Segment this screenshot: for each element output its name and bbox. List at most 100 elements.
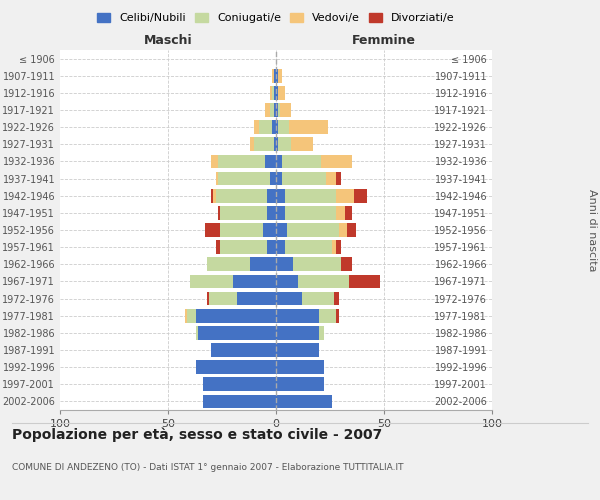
Bar	[276, 258, 293, 271]
Bar	[276, 309, 319, 322]
Bar	[289, 120, 328, 134]
Bar	[276, 394, 332, 408]
Bar	[302, 292, 334, 306]
Bar	[280, 103, 291, 117]
Bar	[274, 86, 276, 100]
Bar	[278, 103, 280, 117]
Bar	[276, 69, 278, 82]
Bar	[276, 223, 287, 237]
Bar	[265, 103, 269, 117]
Bar	[276, 120, 278, 134]
Bar	[268, 206, 276, 220]
Bar	[207, 258, 250, 271]
Bar	[207, 292, 209, 306]
Bar	[349, 274, 380, 288]
Bar	[337, 189, 354, 202]
Bar	[347, 223, 356, 237]
Bar	[337, 240, 341, 254]
Bar	[276, 86, 278, 100]
Bar	[345, 206, 352, 220]
Bar	[338, 223, 347, 237]
Bar	[337, 309, 338, 322]
Bar	[268, 189, 276, 202]
Bar	[196, 326, 198, 340]
Bar	[233, 274, 276, 288]
Bar	[203, 394, 276, 408]
Bar	[276, 343, 319, 357]
Bar	[274, 138, 276, 151]
Bar	[276, 292, 302, 306]
Bar	[284, 240, 332, 254]
Bar	[354, 189, 367, 202]
Bar	[283, 154, 322, 168]
Bar	[326, 172, 337, 185]
Bar	[272, 120, 276, 134]
Bar	[278, 69, 283, 82]
Bar	[237, 292, 276, 306]
Bar	[272, 86, 274, 100]
Bar	[250, 138, 254, 151]
Bar	[218, 154, 265, 168]
Bar	[341, 258, 352, 271]
Bar	[287, 223, 338, 237]
Bar	[293, 258, 341, 271]
Bar	[276, 360, 323, 374]
Bar	[214, 189, 215, 202]
Bar	[218, 172, 269, 185]
Bar	[276, 138, 278, 151]
Legend: Celibi/Nubili, Coniugati/e, Vedovi/e, Divorziati/e: Celibi/Nubili, Coniugati/e, Vedovi/e, Di…	[93, 8, 459, 28]
Bar	[220, 223, 263, 237]
Bar	[205, 223, 220, 237]
Bar	[187, 309, 196, 322]
Bar	[215, 189, 268, 202]
Bar	[268, 240, 276, 254]
Bar	[276, 103, 278, 117]
Bar	[265, 154, 276, 168]
Bar	[263, 223, 276, 237]
Bar	[276, 154, 283, 168]
Bar	[259, 120, 272, 134]
Bar	[269, 103, 274, 117]
Bar	[276, 189, 284, 202]
Bar	[337, 172, 341, 185]
Bar	[319, 326, 323, 340]
Bar	[220, 206, 268, 220]
Bar	[319, 309, 337, 322]
Text: Femmine: Femmine	[352, 34, 416, 46]
Bar	[284, 189, 337, 202]
Bar	[276, 326, 319, 340]
Bar	[215, 172, 218, 185]
Bar	[332, 240, 337, 254]
Bar	[254, 120, 259, 134]
Bar	[291, 138, 313, 151]
Bar	[211, 343, 276, 357]
Bar	[196, 309, 276, 322]
Bar	[190, 274, 233, 288]
Bar	[278, 120, 289, 134]
Bar	[337, 206, 345, 220]
Bar	[203, 378, 276, 391]
Bar	[284, 206, 337, 220]
Bar	[220, 240, 268, 254]
Bar	[218, 206, 220, 220]
Text: Maschi: Maschi	[143, 34, 193, 46]
Bar	[272, 69, 274, 82]
Text: COMUNE DI ANDEZENO (TO) - Dati ISTAT 1° gennaio 2007 - Elaborazione TUTTITALIA.I: COMUNE DI ANDEZENO (TO) - Dati ISTAT 1° …	[12, 462, 404, 471]
Bar	[209, 292, 237, 306]
Bar	[278, 138, 291, 151]
Bar	[276, 172, 283, 185]
Bar	[276, 240, 284, 254]
Bar	[269, 172, 276, 185]
Bar	[196, 360, 276, 374]
Bar	[211, 154, 218, 168]
Bar	[269, 86, 272, 100]
Bar	[185, 309, 187, 322]
Bar	[298, 274, 349, 288]
Bar	[322, 154, 352, 168]
Bar	[283, 172, 326, 185]
Bar	[250, 258, 276, 271]
Text: Popolazione per età, sesso e stato civile - 2007: Popolazione per età, sesso e stato civil…	[12, 428, 382, 442]
Bar	[276, 206, 284, 220]
Bar	[276, 378, 323, 391]
Bar	[215, 240, 220, 254]
